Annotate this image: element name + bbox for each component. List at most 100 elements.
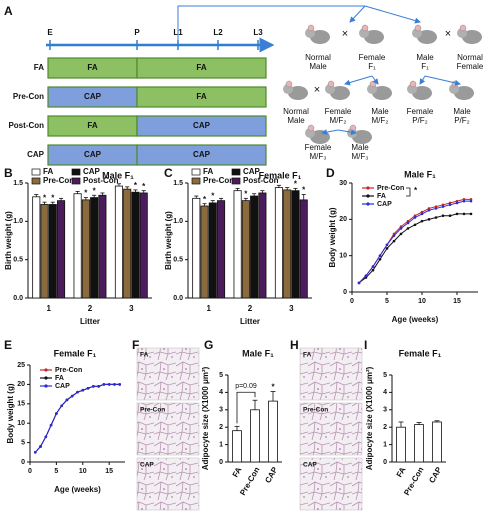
mouse-ear [361, 24, 369, 32]
bar [414, 424, 424, 463]
mouse-body [462, 30, 482, 44]
bar [268, 400, 278, 463]
pedigree-label: M/F₃ [351, 152, 368, 161]
data-point [113, 383, 116, 386]
data-point [434, 216, 438, 219]
image-label: CAP [303, 462, 317, 469]
arrow [344, 75, 373, 86]
series-line [358, 200, 471, 284]
period-label: CAP [84, 92, 102, 101]
annotation: * [43, 193, 47, 202]
y-tick-label: 1.0 [173, 218, 183, 225]
x-tick-label: 3 [129, 304, 134, 313]
x-tick-label: 15 [105, 468, 113, 475]
y-tick-label: 10 [17, 420, 25, 427]
mouse-ear [307, 124, 315, 132]
y-tick-label: 5 [219, 372, 223, 379]
data-point [406, 221, 410, 225]
mouse-ear [409, 80, 417, 88]
data-point [102, 383, 106, 386]
pedigree-label: Normal [305, 53, 331, 62]
y-tick-label: 0 [21, 459, 25, 466]
data-point [434, 205, 438, 208]
data-point [469, 212, 473, 216]
bar [258, 192, 267, 299]
row-label: CAP [27, 150, 45, 159]
data-point [399, 225, 403, 228]
period-label: FA [87, 121, 97, 130]
bar [396, 426, 406, 463]
arrow [364, 5, 421, 24]
y-tick-label: 20 [17, 381, 25, 388]
bar [123, 188, 132, 299]
bar [233, 190, 242, 299]
legend-label: FA [43, 167, 53, 176]
panel-letter: B [4, 166, 13, 180]
data-point [65, 398, 69, 402]
data-point [107, 383, 111, 386]
pedigree-label: Male [287, 116, 305, 125]
y-tick-label: 1 [219, 441, 223, 448]
data-point [441, 214, 445, 217]
mouse-body [372, 86, 392, 100]
pedigree-label: Normal [457, 53, 483, 62]
y-tick-label: 0 [343, 289, 347, 296]
mouse-body [352, 130, 372, 144]
data-point [455, 199, 459, 203]
bar [232, 430, 242, 463]
data-point [455, 212, 459, 216]
legend-label: CAP [377, 201, 392, 208]
chart-title: Male F₁ [404, 169, 436, 179]
data-point [413, 214, 417, 217]
data-point [420, 219, 424, 223]
x-tick-label: 0 [350, 298, 354, 305]
image-label: Pre-Con [140, 407, 165, 414]
x-tick-label: 15 [453, 298, 461, 305]
panel-letter: D [326, 166, 335, 180]
period-box [136, 57, 267, 79]
mouse-ear [327, 80, 335, 88]
legend-marker [44, 384, 48, 388]
bar [48, 204, 57, 299]
annotation: * [244, 189, 248, 198]
histology-image [136, 347, 200, 401]
annotation: * [51, 193, 55, 202]
legend-marker [366, 194, 370, 198]
data-point [462, 199, 466, 203]
image-label: FA [140, 352, 149, 359]
pedigree-label: F₁ [421, 62, 429, 71]
period-box [136, 115, 267, 137]
data-point [70, 394, 74, 398]
data-point [55, 412, 58, 415]
y-tick-label: 30 [339, 180, 347, 187]
data-point [413, 223, 417, 227]
arrow [419, 75, 426, 85]
legend-label: Pre-Con [55, 367, 82, 374]
mouse-body [330, 86, 350, 100]
chart-title: Female F₁ [259, 170, 302, 180]
y-axis-label: Body weight (g) [328, 207, 337, 267]
timeline-label: L2 [213, 28, 223, 37]
cross: × [445, 28, 451, 40]
data-point [118, 383, 122, 386]
y-tick-label: 0.0 [13, 295, 23, 302]
y-tick-label: 0.5 [173, 257, 183, 264]
mouse-ear [459, 24, 467, 32]
y-axis-label: Body weight (g) [6, 383, 15, 443]
period-label: CAP [84, 150, 102, 159]
histology-image [299, 402, 363, 456]
row-label: Post-Con [8, 121, 44, 130]
data-point [399, 232, 403, 236]
arrow [349, 5, 366, 23]
series-line [34, 383, 120, 453]
y-tick-label: 25 [17, 362, 25, 369]
data-point [434, 207, 438, 210]
x-tick-label: 2 [248, 304, 253, 313]
data-point [462, 198, 466, 201]
data-point [448, 203, 452, 207]
mouse-body [288, 86, 308, 100]
arrow [371, 75, 379, 85]
series-line [34, 383, 120, 453]
pedigree-label: P/F₂ [454, 116, 470, 125]
row-label: FA [34, 63, 44, 72]
